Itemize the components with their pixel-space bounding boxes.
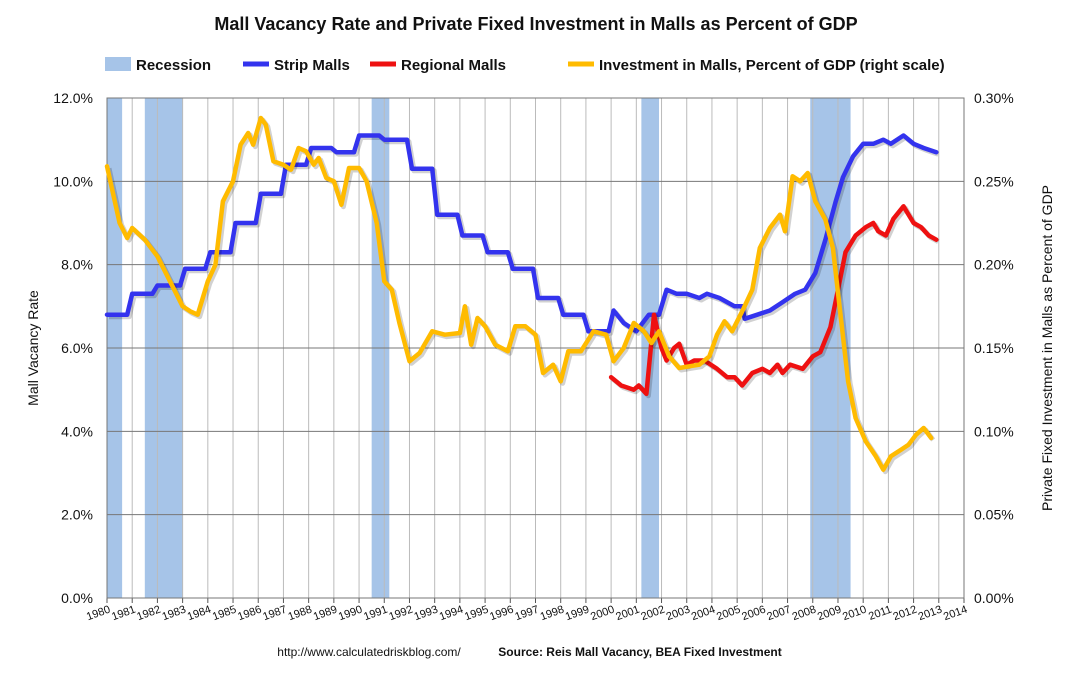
x-tick-label: 2005 xyxy=(715,604,742,624)
x-tick-label: 2001 xyxy=(614,604,641,624)
y-tick-label: 6.0% xyxy=(61,340,93,356)
legend-label: Strip Malls xyxy=(274,57,350,74)
investment-in-malls-line xyxy=(104,115,934,472)
y-tick-label: 8.0% xyxy=(61,257,93,273)
y-tick-label: 4.0% xyxy=(61,423,93,439)
y-axis-label-right: Private Fixed Investment in Malls as Per… xyxy=(1039,185,1055,511)
x-tick-label: 1995 xyxy=(463,604,490,624)
x-tick-label: 2004 xyxy=(690,604,717,624)
x-tick-label: 1985 xyxy=(211,604,238,624)
x-tick-label: 2014 xyxy=(942,604,969,624)
x-tick-label: 2003 xyxy=(665,604,692,624)
y-tick-label: 10.0% xyxy=(53,173,93,189)
legend-swatch-recession xyxy=(105,57,131,71)
x-tick-label: 1988 xyxy=(287,604,314,624)
chart-title: Mall Vacancy Rate and Private Fixed Inve… xyxy=(214,14,857,34)
y-tick-label-right: 0.15% xyxy=(974,340,1014,356)
x-tick-label: 1984 xyxy=(186,604,213,624)
x-tick-label: 2010 xyxy=(841,604,868,624)
x-tick-label: 1994 xyxy=(438,604,465,624)
x-tick-label: 2008 xyxy=(791,604,818,624)
x-tick-label: 2007 xyxy=(765,604,792,624)
legend-label: Regional Malls xyxy=(401,57,506,74)
x-tick-label: 2009 xyxy=(816,604,843,624)
x-tick-label: 1981 xyxy=(110,604,137,624)
legend-label: Investment in Malls, Percent of GDP (rig… xyxy=(599,57,945,74)
x-tick-label: 1996 xyxy=(488,604,515,624)
regional-malls-line xyxy=(608,204,939,397)
y-axis-label: Mall Vacancy Rate xyxy=(25,290,41,406)
x-tick-label: 1987 xyxy=(261,604,288,624)
y-tick-label-right: 0.30% xyxy=(974,90,1014,106)
strip-malls-line xyxy=(104,133,939,334)
x-tick-label: 2013 xyxy=(917,604,944,624)
source-url: http://www.calculatedriskblog.com/ xyxy=(277,645,461,659)
y-tick-label-right: 0.20% xyxy=(974,257,1014,273)
x-tick-label: 2011 xyxy=(867,604,893,623)
x-tick-label: 2012 xyxy=(892,604,919,624)
x-tick-label: 1986 xyxy=(236,604,263,624)
y-tick-label: 2.0% xyxy=(61,507,93,523)
y-tick-label-right: 0.00% xyxy=(974,590,1014,606)
x-tick-label: 1990 xyxy=(337,604,364,624)
source-note: Source: Reis Mall Vacancy, BEA Fixed Inv… xyxy=(498,645,781,659)
x-tick-label: 1991 xyxy=(362,604,389,624)
legend-label: Recession xyxy=(136,57,211,74)
plot-frame xyxy=(106,97,965,599)
x-tick-label: 2006 xyxy=(740,604,767,624)
y-tick-label: 12.0% xyxy=(53,90,93,106)
x-tick-label: 2002 xyxy=(639,604,666,624)
x-tick-label: 1982 xyxy=(135,604,162,624)
x-tick-label: 1993 xyxy=(413,604,440,624)
x-tick-label: 1997 xyxy=(513,604,540,624)
y-tick-label-right: 0.25% xyxy=(974,173,1014,189)
y-tick-label: 0.0% xyxy=(61,590,93,606)
x-tick-label: 1980 xyxy=(85,604,112,624)
y-tick-label-right: 0.10% xyxy=(974,423,1014,439)
x-tick-label: 1989 xyxy=(312,604,339,624)
x-tick-label: 1999 xyxy=(564,604,591,624)
legend: Recession Strip Malls Regional Malls Invest… xyxy=(105,57,945,74)
x-tick-label: 2000 xyxy=(589,604,616,624)
x-tick-label: 1992 xyxy=(387,604,414,624)
x-tick-label: 1983 xyxy=(161,604,188,624)
x-tick-label: 1998 xyxy=(539,604,566,624)
y-tick-label-right: 0.05% xyxy=(974,507,1014,523)
